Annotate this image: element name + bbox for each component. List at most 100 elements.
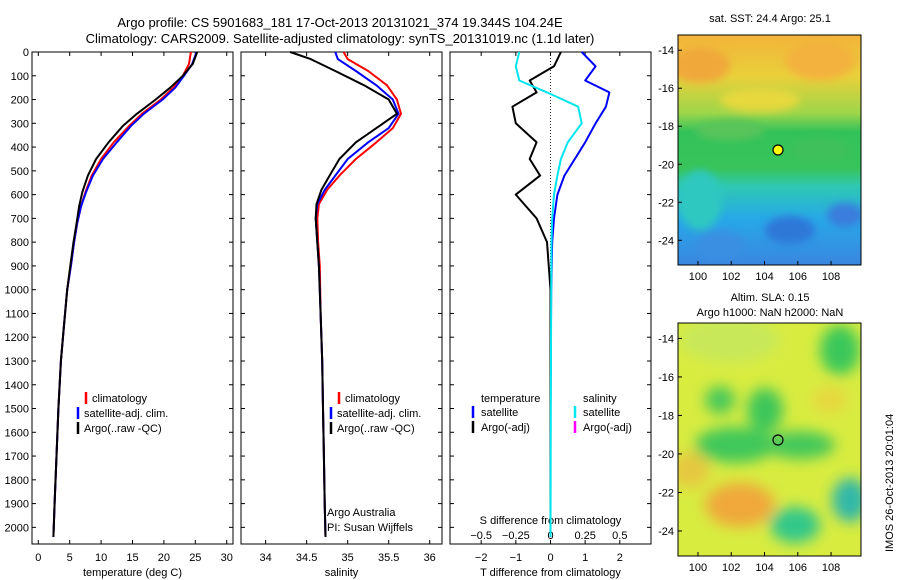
y-tick-label: 1400	[5, 380, 29, 392]
y-tick-label: 1200	[5, 332, 29, 344]
x-tick-label: 30	[221, 552, 233, 564]
map-x-tick-label: 100	[689, 562, 707, 574]
x-tick-label: 35.5	[378, 552, 399, 564]
secondary-x-tick-label: 0.5	[612, 530, 627, 542]
y-tick-label: 900	[11, 261, 29, 273]
salinity-panel: 34 34.5 35 35.5 36 salinity	[240, 51, 443, 579]
y-tick-label: 400	[11, 142, 29, 154]
y-tick-label: 700	[11, 213, 29, 225]
salinity-legend: climatology satellite-adj. clim. Argo(..…	[327, 392, 421, 534]
series-line-satellite-adj-clim-	[314, 51, 400, 537]
x-tick-label: 0	[35, 552, 41, 564]
series-line-climatology	[316, 51, 402, 537]
legend-argo: Argo(..raw -QC)	[84, 423, 162, 435]
sst-map-image	[678, 35, 861, 265]
legend-t-satellite: satellite	[481, 407, 518, 419]
map-y-tick-label: -18	[658, 410, 674, 422]
map-x-tick-label: 106	[789, 271, 807, 283]
x-tick-label: 2	[617, 552, 623, 564]
annotation-argo-australia: Argo Australia	[327, 507, 396, 519]
sla-map-subtitle: Argo h1000: NaN h2000: NaN	[697, 307, 844, 319]
map-x-tick-label: 106	[789, 562, 807, 574]
map-y-tick-label: -16	[658, 83, 674, 95]
legend-satellite: satellite-adj. clim.	[337, 408, 421, 420]
map-y-tick-label: -24	[658, 526, 674, 538]
y-tick-label: 1100	[5, 308, 29, 320]
legend-argo: Argo(..raw -QC)	[337, 423, 415, 435]
x-tick-label: −2	[475, 552, 488, 564]
map-y-tick-label: -16	[658, 372, 674, 384]
secondary-x-tick-label: −0.5	[470, 530, 492, 542]
x-axis-label: salinity	[325, 567, 359, 579]
sla-map-title: Altim. SLA: 0.15	[731, 292, 810, 304]
map-y-tick-label: -20	[658, 449, 674, 461]
sst-map-frame	[677, 34, 862, 266]
map-x-tick-label: 108	[822, 271, 840, 283]
y-tick-label: 1500	[5, 404, 29, 416]
x-axis-label: T difference from climatology	[480, 567, 621, 579]
legend-t-argo: Argo(-adj)	[481, 422, 530, 434]
x-tick-label: 1	[582, 552, 588, 564]
imos-timestamp: IMOS 26-Oct-2013 20:01:04	[884, 414, 896, 552]
difference-legend: temperature salinity satellite Argo(-adj…	[471, 393, 632, 434]
map-x-tick-label: 102	[722, 271, 740, 283]
x-tick-label: 10	[95, 552, 107, 564]
legend-s-satellite: satellite	[583, 407, 620, 419]
sst-map-title: sat. SST: 24.4 Argo: 25.1	[709, 13, 831, 25]
secondary-x-tick-label: −0.25	[502, 530, 530, 542]
header-line-1: Argo profile: CS 5901683_181 17-Oct-2013…	[117, 15, 563, 30]
legend-temperature-title: temperature	[481, 393, 540, 405]
series-line-t-argo-adj-	[511, 51, 562, 537]
map-x-tick-label: 100	[689, 271, 707, 283]
map-y-tick-label: -24	[658, 235, 674, 247]
series-line-climatology	[52, 51, 192, 537]
temperature-panel: 0 5 10 15 20 25 300100200300400500600700800900…	[5, 47, 234, 579]
annotation-pi: PI: Susan Wijffels	[327, 522, 413, 534]
series-line-argo-raw-qc-	[289, 51, 398, 537]
legend-s-argo: Argo(-adj)	[583, 422, 632, 434]
y-tick-label: 1600	[5, 427, 29, 439]
y-tick-label: 1000	[5, 285, 29, 297]
map-y-tick-label: -20	[658, 159, 674, 171]
secondary-x-tick-label: 0.25	[574, 530, 595, 542]
y-tick-label: 300	[11, 118, 29, 130]
x-axis-label: temperature (deg C)	[83, 567, 182, 579]
axes-frame	[240, 51, 443, 545]
x-tick-label: 34	[259, 552, 271, 564]
legend-salinity-title: salinity	[583, 393, 617, 405]
temperature-legend: climatology satellite-adj. clim. Argo(..…	[76, 392, 168, 435]
x-tick-label: 34.5	[296, 552, 317, 564]
header-line-2: Climatology: CARS2009. Satellite-adjuste…	[86, 31, 595, 46]
x-tick-label: 20	[158, 552, 170, 564]
legend-climatology: climatology	[345, 393, 401, 405]
y-tick-label: 500	[11, 166, 29, 178]
y-tick-label: 1900	[5, 499, 29, 511]
y-tick-label: 1300	[5, 356, 29, 368]
map-y-tick-label: -18	[658, 121, 674, 133]
sla-map-frame	[677, 322, 862, 557]
y-tick-label: 600	[11, 190, 29, 202]
y-tick-label: 100	[11, 71, 29, 83]
series-line-s-satellite	[514, 51, 583, 537]
argo-location-marker	[772, 144, 784, 156]
x-tick-label: 5	[67, 552, 73, 564]
y-tick-label: 800	[11, 237, 29, 249]
x-tick-label: 36	[424, 552, 436, 564]
map-y-tick-label: -22	[658, 197, 674, 209]
x-tick-label: 35	[342, 552, 354, 564]
x-tick-label: 25	[189, 552, 201, 564]
y-tick-label: 0	[23, 47, 29, 59]
sla-map-axes: 100 102 104 106 108 -14 -16 -18 -20 -22 -24	[658, 333, 840, 574]
y-tick-label: 1800	[5, 475, 29, 487]
map-y-tick-label: -14	[658, 45, 674, 57]
map-x-tick-label: 104	[755, 562, 773, 574]
x-tick-label: −1	[510, 552, 523, 564]
y-tick-label: 1700	[5, 451, 29, 463]
y-tick-label: 2000	[5, 522, 29, 534]
legend-climatology: climatology	[92, 393, 148, 405]
y-tick-label: 200	[11, 95, 29, 107]
argo-location-marker-sla	[772, 434, 784, 446]
sst-map-axes: 100 102 104 106 108 -14 -16 -18 -20 -22 -24	[658, 45, 840, 283]
